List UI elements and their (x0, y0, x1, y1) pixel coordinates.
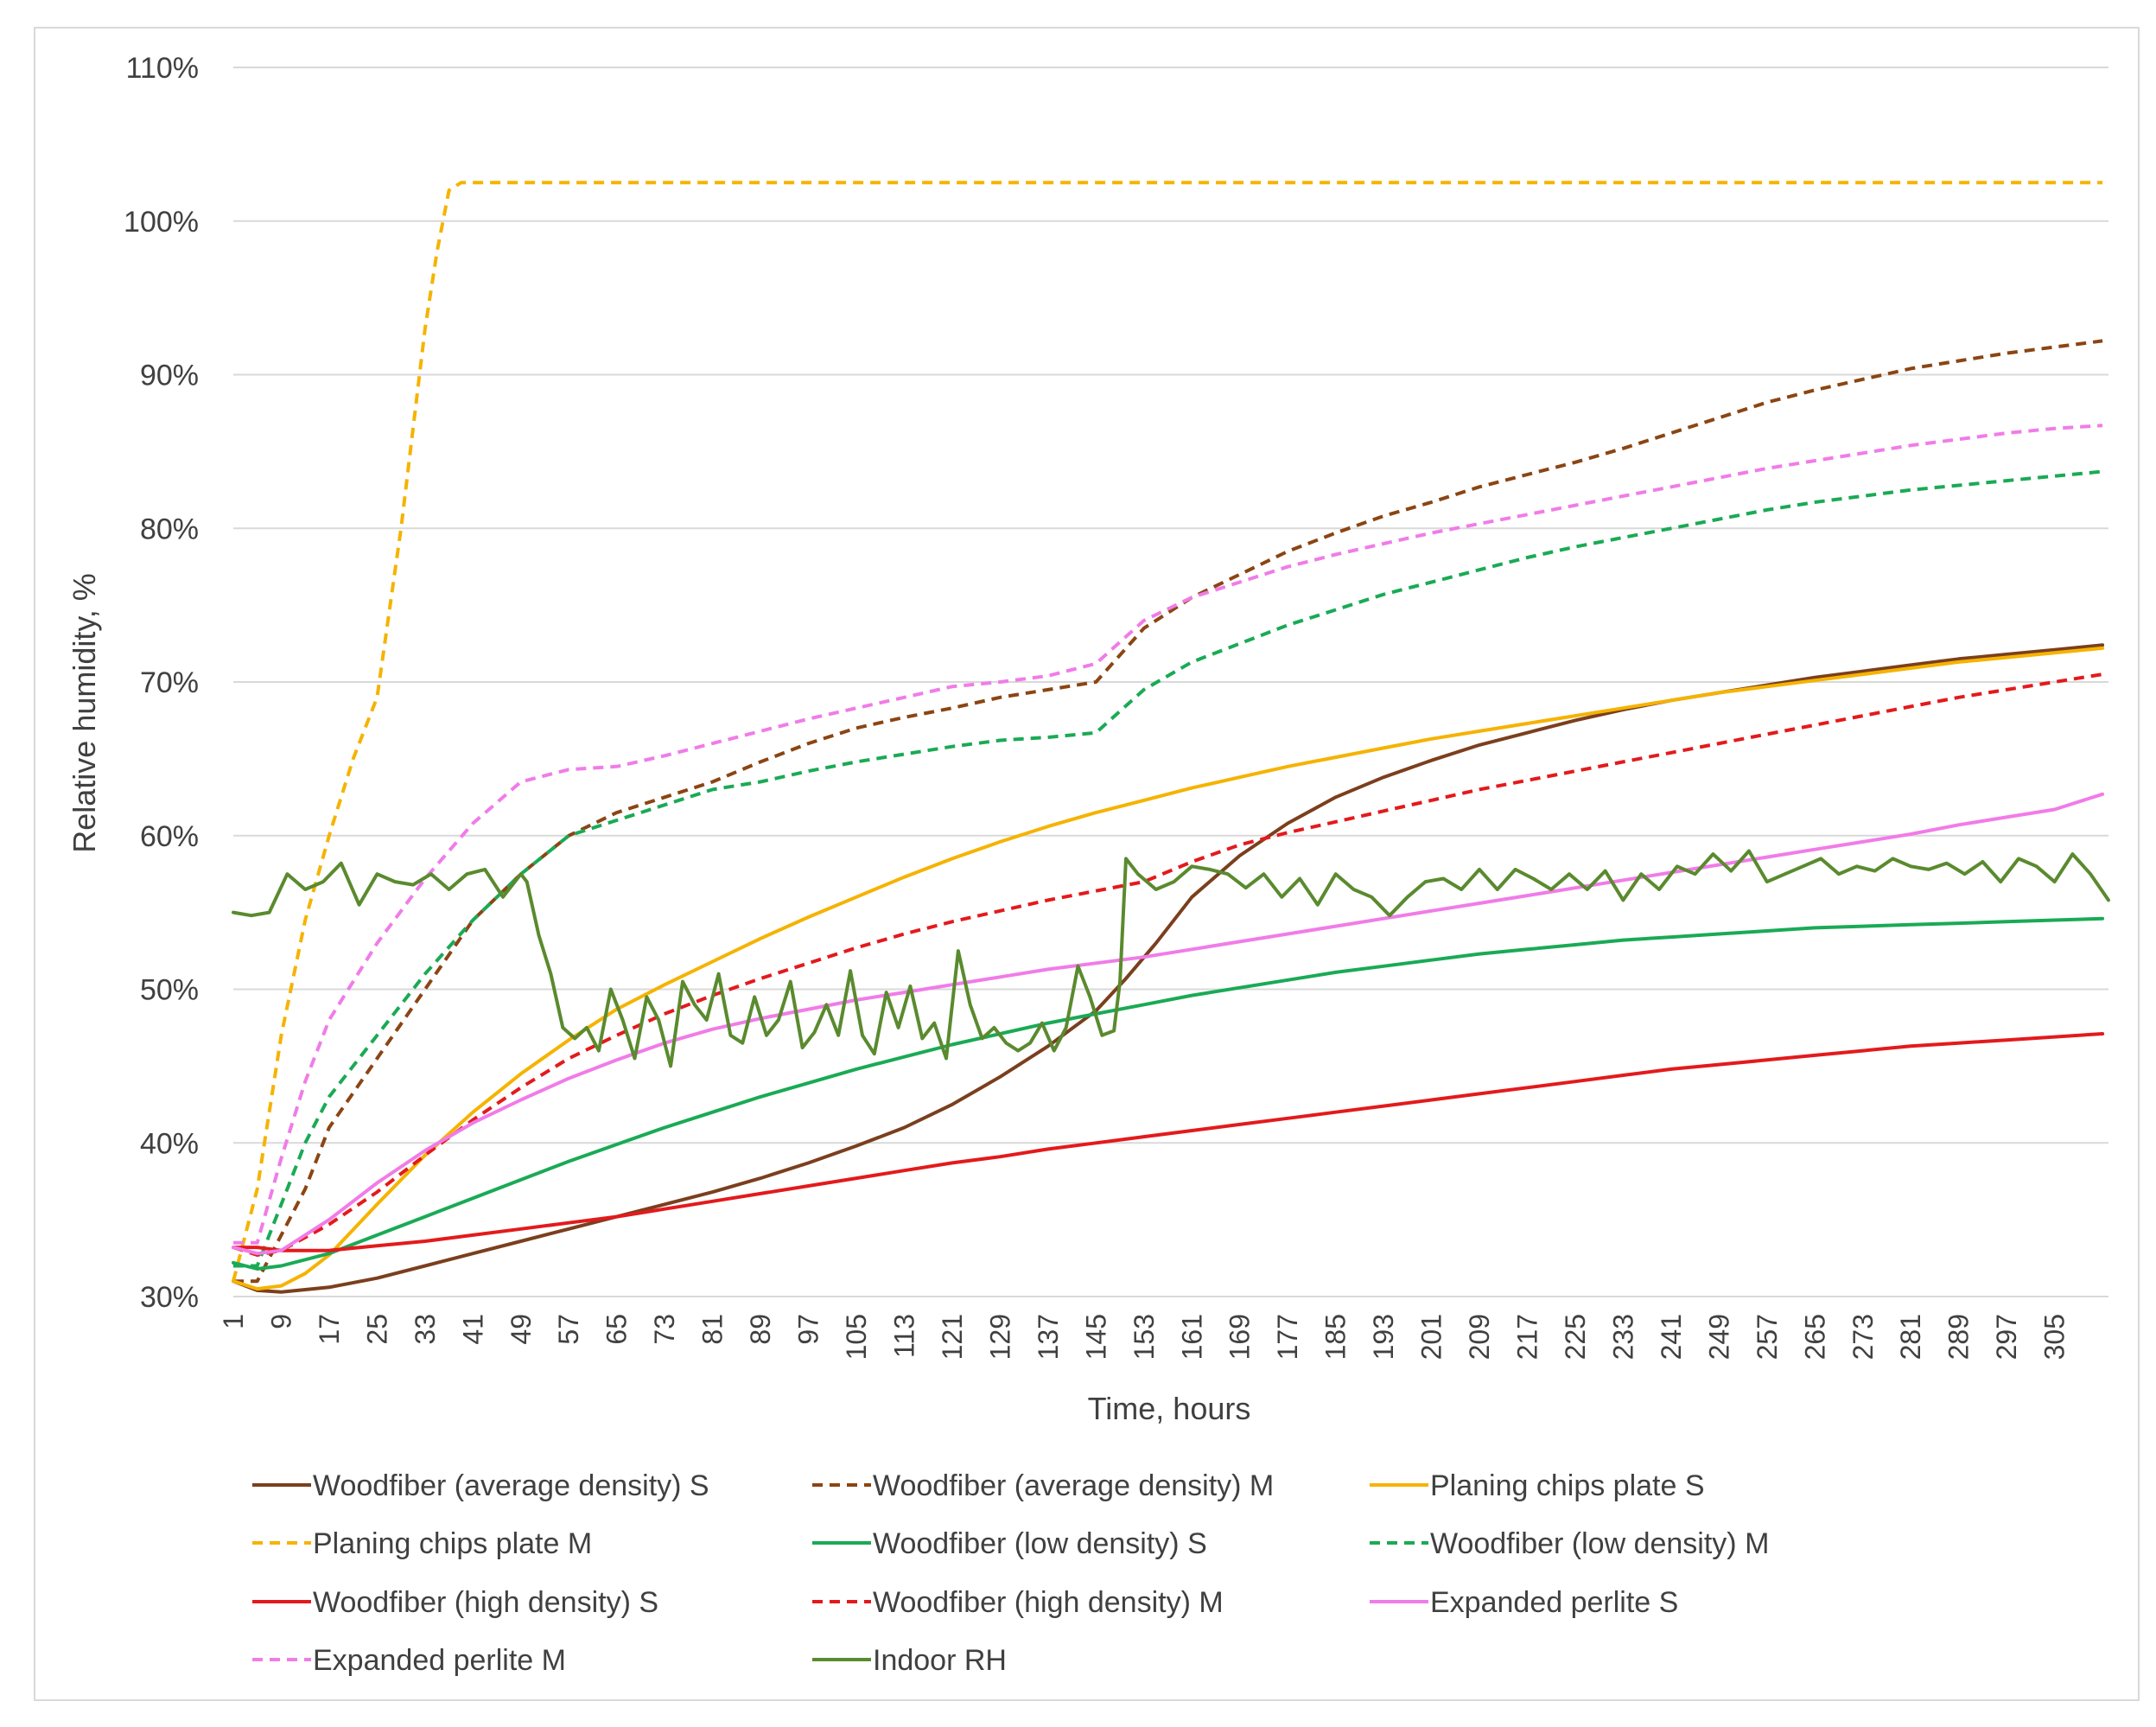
x-tick-label: 17 (314, 1314, 345, 1345)
x-axis-label: Time, hours (1088, 1391, 1251, 1426)
x-tick-label: 233 (1607, 1314, 1638, 1360)
x-tick-label: 209 (1464, 1314, 1495, 1360)
x-tick-label: 89 (745, 1314, 776, 1345)
legend-label: Expanded perlite M (313, 1644, 566, 1677)
y-tick-label: 60% (140, 820, 199, 853)
x-tick-label: 273 (1848, 1314, 1879, 1360)
x-tick-label: 169 (1224, 1314, 1256, 1360)
x-tick-label: 9 (265, 1314, 296, 1329)
legend: Woodfiber (average density) S Woodfiber (… (252, 1469, 1769, 1677)
x-tick-label: 105 (841, 1314, 872, 1360)
x-tick-label: 1 (218, 1314, 249, 1329)
chart-frame (34, 27, 2140, 1701)
x-tick-label: 97 (793, 1314, 824, 1345)
series-line-7 (232, 672, 2103, 1257)
series-line-2 (232, 646, 2105, 1291)
x-tick-label: 201 (1416, 1314, 1447, 1360)
series-layer (232, 181, 2110, 1294)
x-tick-label: 153 (1129, 1314, 1160, 1360)
grid-layer (233, 67, 2108, 1297)
x-tick-label: 225 (1560, 1314, 1591, 1360)
legend-label: Indoor RH (873, 1644, 1007, 1677)
x-tick-label: 289 (1943, 1314, 1975, 1360)
x-tick-label: 33 (410, 1314, 441, 1345)
x-tick-label: 81 (697, 1314, 728, 1345)
legend-label: Woodfiber (high density) S (313, 1586, 658, 1619)
y-tick-label: 80% (140, 513, 199, 545)
y-tick-label: 110% (126, 52, 199, 85)
x-tick-label: 73 (649, 1314, 680, 1345)
legend-label: Woodfiber (high density) M (873, 1586, 1224, 1619)
legend-label: Woodfiber (average density) S (313, 1469, 709, 1502)
x-tick-label: 241 (1656, 1314, 1687, 1360)
x-tick-label: 265 (1799, 1314, 1830, 1360)
x-tick-label: 57 (553, 1314, 584, 1345)
x-tick-label: 249 (1703, 1314, 1734, 1360)
x-tick-label: 137 (1033, 1314, 1064, 1360)
legend-label: Planing chips plate S (1430, 1469, 1705, 1502)
y-axis-label: Relative humidity, % (67, 573, 102, 852)
legend-label: Woodfiber (low density) M (1430, 1527, 1769, 1560)
legend-label: Woodfiber (low density) S (873, 1527, 1207, 1560)
x-tick-label: 185 (1320, 1314, 1351, 1360)
x-tick-label: 193 (1368, 1314, 1399, 1360)
x-tick-label: 113 (888, 1314, 919, 1358)
y-tick-label: 70% (140, 666, 199, 699)
series-line-8 (232, 792, 2105, 1256)
series-line-4 (232, 916, 2105, 1271)
x-tick-label: 25 (361, 1314, 392, 1345)
x-tick-label: 305 (2039, 1314, 2070, 1360)
y-tick-label: 30% (140, 1281, 199, 1314)
y-axis-ticks: 30% 40% 50% 60% 70% 80% 90% 100% 110% (124, 52, 199, 1314)
y-tick-label: 50% (140, 974, 199, 1007)
x-tick-label: 41 (457, 1314, 488, 1345)
x-tick-label: 145 (1080, 1314, 1111, 1360)
x-tick-label: 177 (1272, 1314, 1303, 1360)
x-tick-label: 297 (1991, 1314, 2022, 1360)
x-tick-label: 129 (984, 1314, 1015, 1360)
series-line-5 (233, 469, 2103, 1268)
x-tick-label: 217 (1512, 1314, 1543, 1360)
legend-label: Planing chips plate M (313, 1527, 592, 1560)
x-tick-label: 257 (1752, 1314, 1783, 1360)
x-tick-label: 121 (937, 1314, 968, 1360)
x-tick-label: 49 (506, 1314, 537, 1345)
series-line-3 (232, 181, 2103, 1282)
series-line-9 (233, 424, 2103, 1245)
x-axis-ticks: 1 9 17 25 33 41 49 57 65 73 81 89 97 105 113 121 129 137 1… (218, 1314, 2070, 1360)
legend-label: Expanded perlite S (1430, 1586, 1678, 1619)
x-tick-label: 65 (601, 1314, 633, 1345)
y-tick-label: 40% (140, 1127, 199, 1160)
series-line-6 (232, 1032, 2105, 1252)
legend-label: Woodfiber (average density) M (873, 1469, 1274, 1502)
x-tick-label: 281 (1895, 1314, 1926, 1360)
x-tick-label: 161 (1176, 1314, 1207, 1360)
y-tick-label: 100% (124, 206, 199, 239)
series-line-10 (232, 849, 2110, 1068)
y-tick-label: 90% (140, 360, 199, 392)
